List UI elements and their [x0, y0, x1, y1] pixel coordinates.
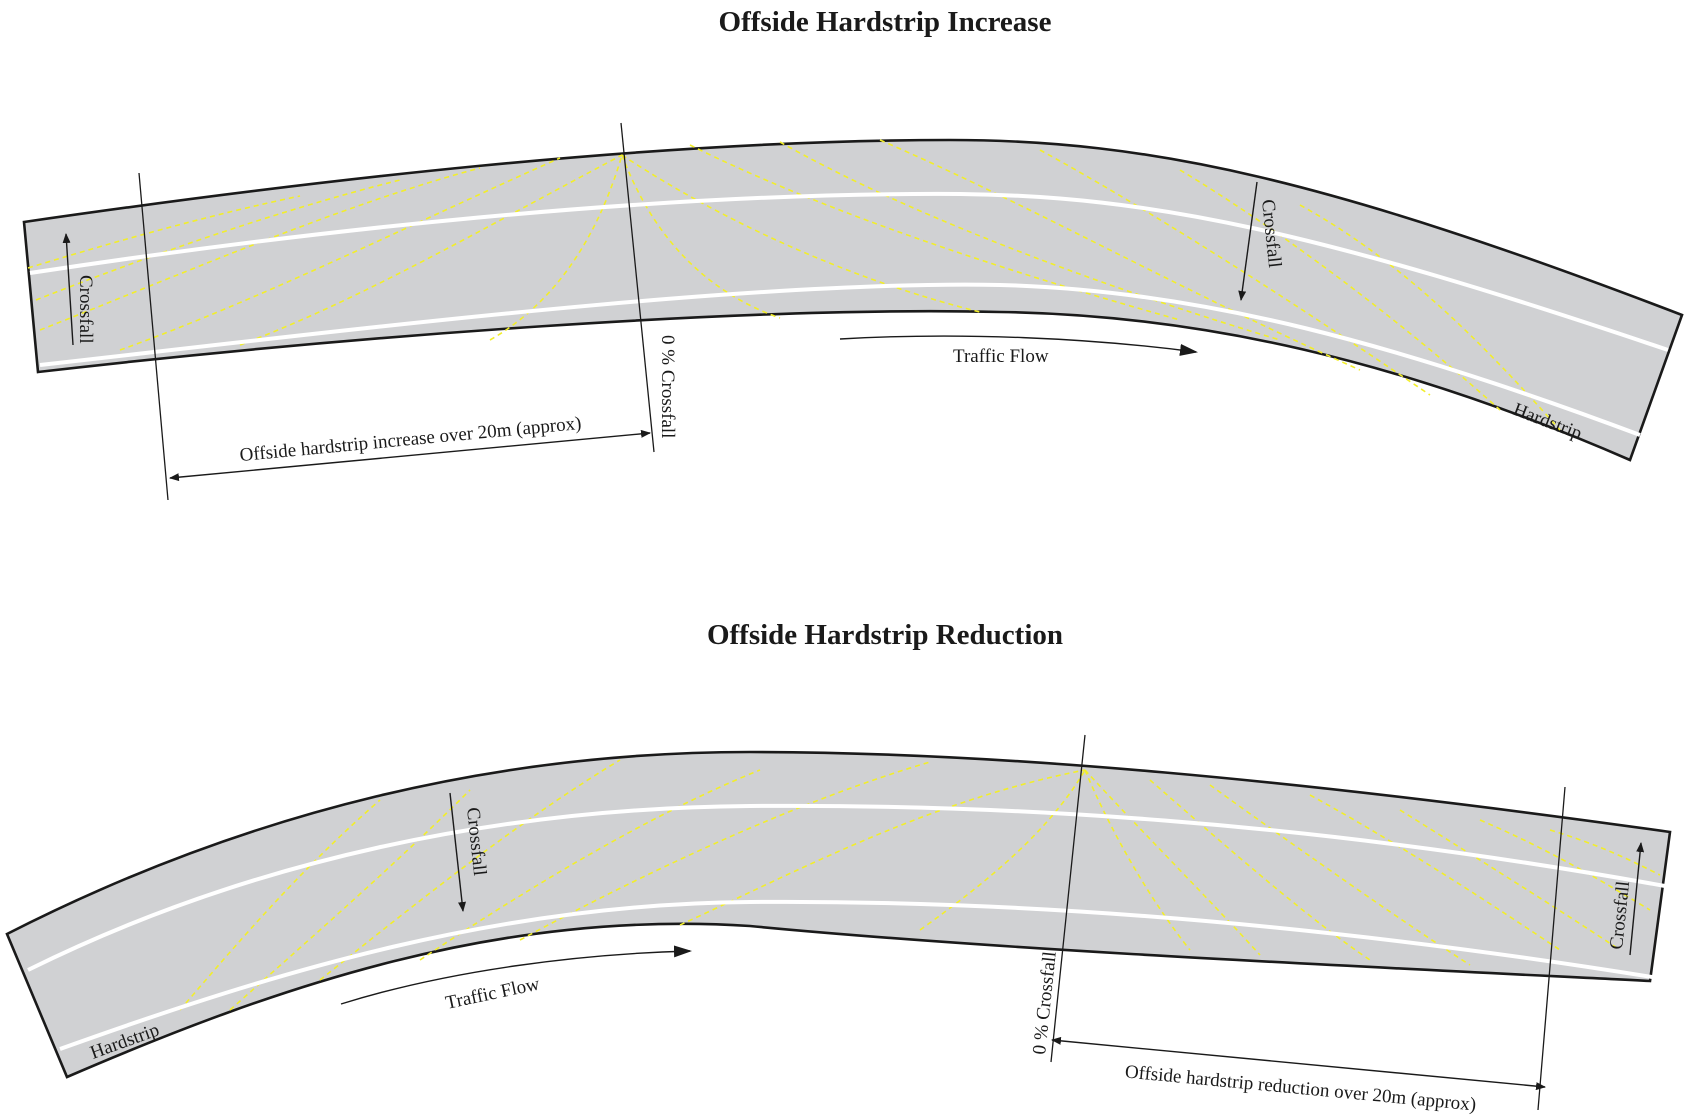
reduction-crossfall-left-arrow [449, 792, 466, 912]
increase-lane-line-lower [39, 282, 1641, 437]
reduction-diagram-title: Offside Hardstrip Reduction [706, 619, 1064, 651]
reduction-crossfall-right-arrow [1629, 842, 1645, 956]
increase-crossfall-left-label: Crossfall [75, 275, 96, 344]
reduction-zero-crossfall-line [1050, 734, 1086, 1063]
reduction-diagram: Offside hardstrip reduction over 20m (ap… [5, 734, 1672, 1116]
increase-crossfall-left-arrow [62, 233, 74, 346]
reduction-traffic-flow-label: Traffic Flow [444, 973, 542, 1013]
increase-dimension-arrow [169, 429, 651, 482]
reduction-lane-line-upper [27, 803, 1666, 972]
increase-zero-crossfall-line [620, 122, 655, 453]
reduction-traffic-flow-arrow [340, 945, 692, 1005]
increase-traffic-flow-label: Traffic Flow [953, 346, 1049, 367]
reduction-road-surface [5, 750, 1672, 1079]
increase-lane-line-upper [29, 191, 1669, 352]
reduction-dimension-label: Offside hardstrip reduction over 20m (ap… [1124, 1061, 1477, 1115]
increase-zero-crossfall-label: 0 % Crossfall [657, 335, 678, 438]
reduction-dimension-arrow [1051, 1036, 1546, 1091]
increase-traffic-flow-arrow [839, 335, 1198, 356]
increase-crossfall-right-arrow [1238, 181, 1258, 301]
increase-dimension-label: Offside hardstrip increase over 20m (app… [239, 413, 583, 466]
increase-diagram: Offside hardstrip increase over 20m (app… [22, 122, 1684, 501]
increase-hardstrip-start-line [138, 172, 169, 501]
reduction-lane-line-lower [59, 899, 1659, 1051]
increase-diagram-title: Offside Hardstrip Increase [718, 6, 1052, 38]
